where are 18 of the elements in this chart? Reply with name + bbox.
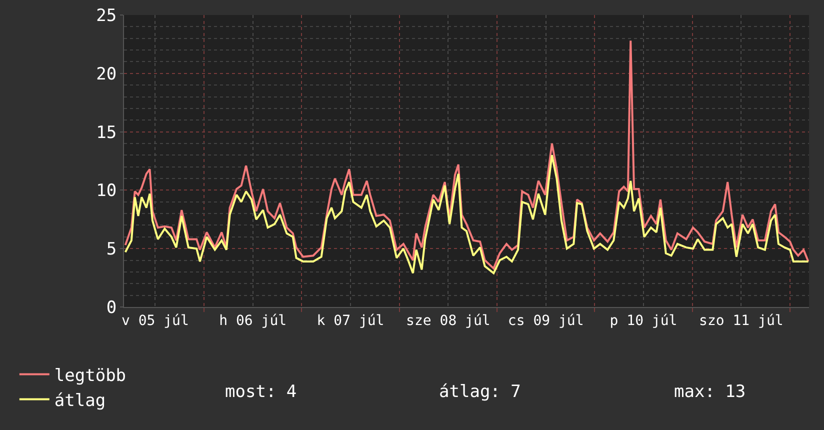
y-tick-label: 10: [96, 181, 117, 202]
legend-label: átlag: [54, 390, 106, 411]
legend-label: legtöbb: [54, 366, 126, 386]
x-tick-label: h 06 júl: [219, 312, 287, 329]
x-tick-label: k 07 júl: [316, 312, 384, 329]
y-tick-label: 15: [96, 122, 117, 143]
x-tick-label: cs 09 júl: [508, 312, 584, 329]
x-tick-label: v 05 júl: [121, 312, 189, 329]
x-tick-label: sze 08 júl: [406, 312, 490, 329]
y-tick-label: 5: [106, 240, 117, 260]
y-tick-label: 20: [96, 64, 117, 84]
text: max: 13: [674, 382, 746, 402]
x-tick-label: p 10 júl: [610, 312, 678, 329]
x-tick-label: szo 11 júl: [699, 312, 784, 329]
text: átlag: 7: [439, 382, 521, 402]
y-tick-label: 25: [96, 6, 117, 26]
text: most: 4: [225, 382, 297, 402]
y-tick-label: 0: [106, 298, 117, 318]
